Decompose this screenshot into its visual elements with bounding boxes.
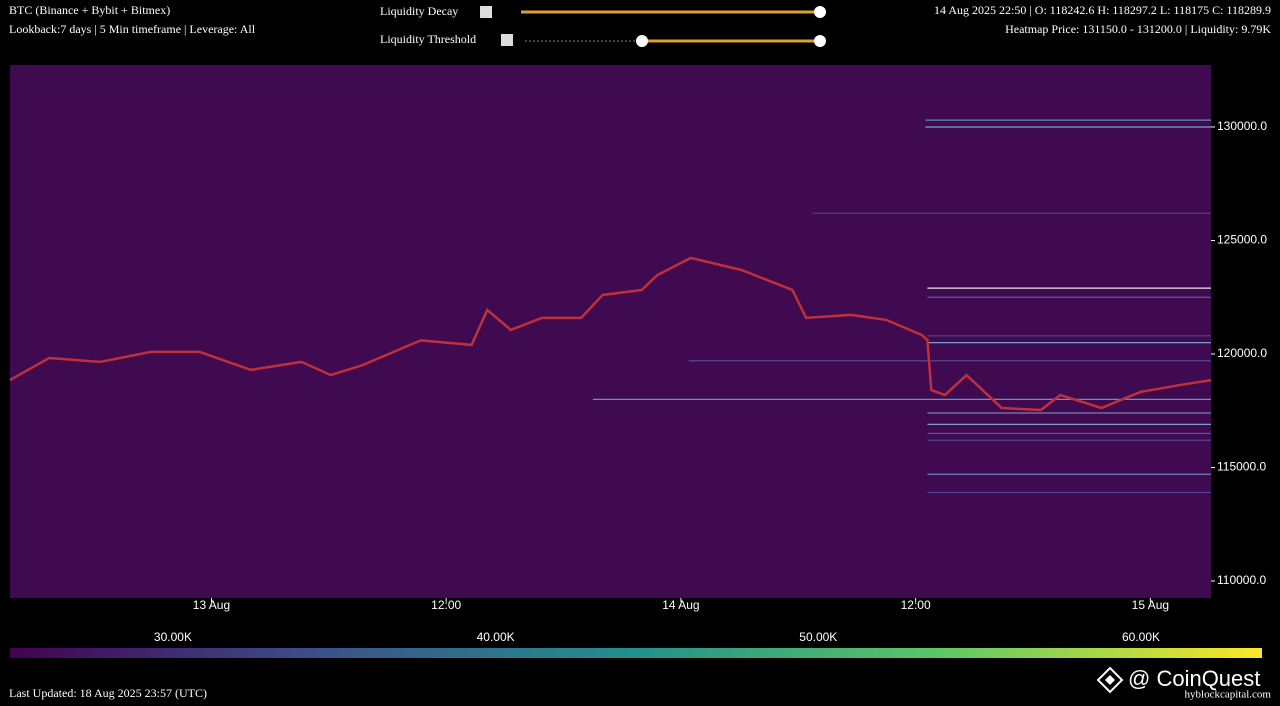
y-tick-label: 120000.0 (1217, 346, 1267, 360)
x-tick-label: 14 Aug (662, 598, 699, 612)
brand-name: @ CoinQuest (1128, 666, 1260, 691)
decay-slider[interactable] (521, 6, 826, 18)
slider-label: Liquidity Decay (380, 4, 458, 18)
last-updated: Last Updated: 18 Aug 2025 23:57 (UTC) (9, 686, 207, 700)
settings: Lookback:7 days | 5 Min timeframe | Leve… (9, 22, 256, 36)
brand-site: hyblockcapital.com (1185, 689, 1272, 701)
slider-thumb[interactable] (814, 6, 826, 18)
y-tick-label: 115000.0 (1217, 460, 1266, 474)
y-tick-label: 125000.0 (1217, 233, 1267, 247)
colorbar-tick-label: 60.00K (1122, 630, 1160, 644)
colorbar-tick-label: 40.00K (477, 630, 515, 644)
y-tick-label: 110000.0 (1217, 573, 1266, 587)
ohlc: 14 Aug 2025 22:50 | O: 118242.6 H: 11829… (934, 3, 1271, 17)
logo (1096, 666, 1124, 694)
plot-area (10, 65, 1211, 598)
slider-thumb[interactable] (636, 35, 648, 47)
colorbar-tick-label: 50.00K (799, 630, 837, 644)
threshold-slider[interactable] (525, 35, 826, 47)
colorbar (10, 648, 1262, 658)
heatmap-info: Heatmap Price: 131150.0 - 131200.0 | Liq… (1005, 22, 1271, 36)
y-tick-label: 130000.0 (1217, 119, 1267, 133)
slider-thumb[interactable] (814, 35, 826, 47)
icon (480, 6, 492, 18)
icon (501, 34, 513, 46)
x-tick-label: 12:00 (901, 598, 931, 612)
x-tick-label: 15 Aug (1132, 598, 1169, 612)
slider-label: Liquidity Threshold (380, 32, 476, 46)
x-tick-label: 12:00 (431, 598, 461, 612)
symbol: BTC (Binance + Bybit + Bitmex) (9, 3, 170, 17)
x-tick-label: 13 Aug (193, 598, 230, 612)
price-line (9, 256, 1212, 412)
colorbar-tick-label: 30.00K (154, 630, 192, 644)
